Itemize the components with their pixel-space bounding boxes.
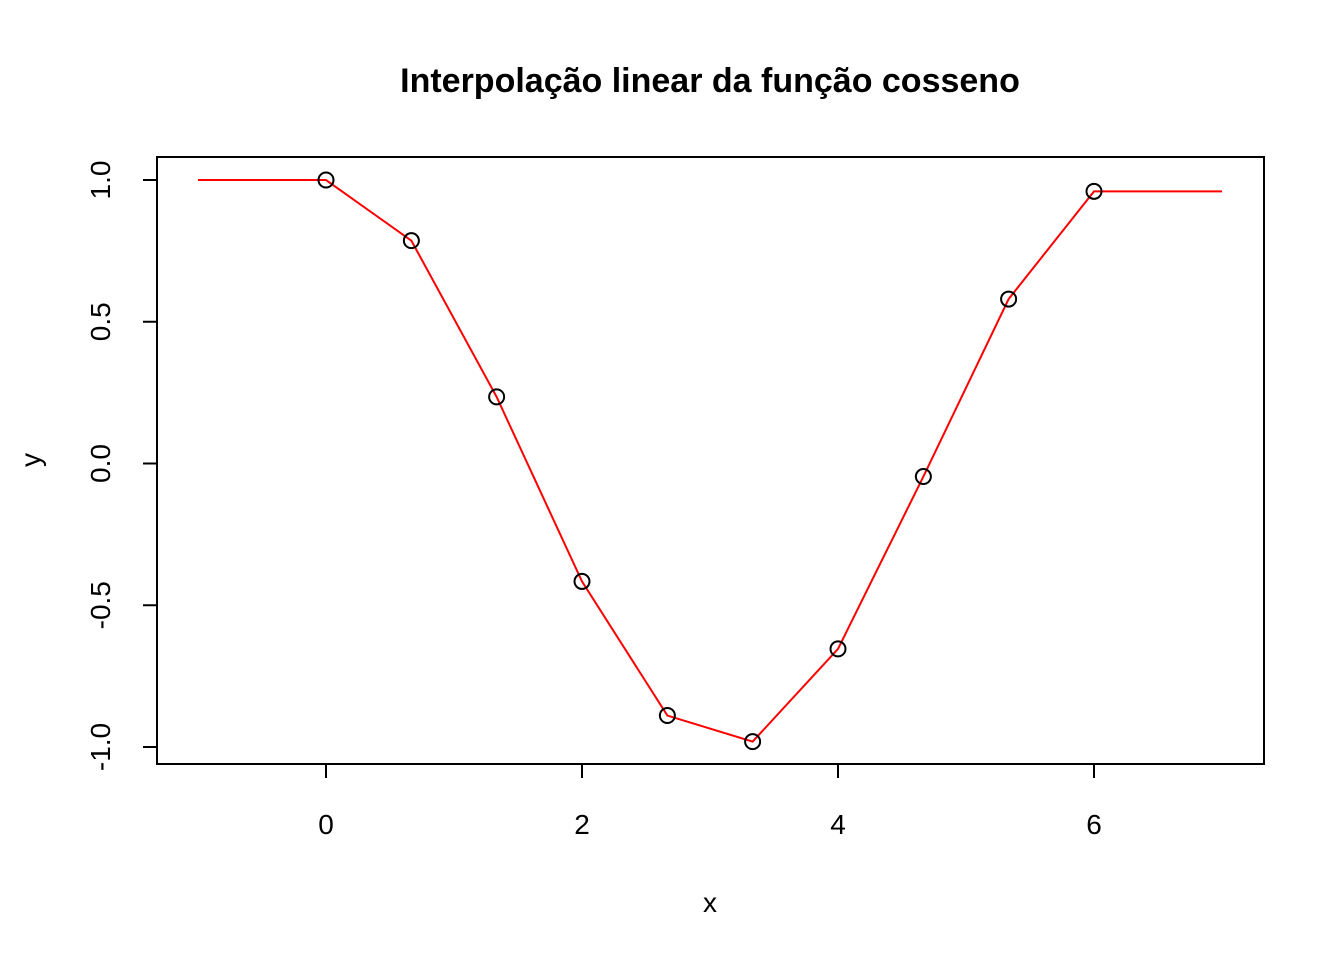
data-point [829, 640, 847, 658]
data-point [744, 733, 762, 751]
y-tick-label: -1.0 [85, 723, 116, 771]
x-tick-label: 4 [830, 809, 846, 840]
x-axis: 0 2 4 6 [318, 764, 1102, 840]
series-points-group [317, 171, 1103, 751]
y-tick-label: 1.0 [85, 161, 116, 200]
chart-title: Interpolação linear da função cosseno [400, 62, 1020, 100]
data-point [1085, 182, 1103, 200]
data-point [488, 388, 506, 406]
x-tick-label: 2 [574, 809, 590, 840]
interpolation-line [198, 179, 1222, 743]
y-tick-label: 0.0 [85, 444, 116, 483]
plot-frame [156, 156, 1265, 765]
data-point [317, 171, 335, 189]
data-point [402, 232, 420, 250]
data-point [1000, 290, 1018, 308]
data-point [658, 707, 676, 725]
y-axis: -1.0 -0.5 0.0 0.5 1.0 [85, 161, 157, 771]
x-tick-label: 0 [318, 809, 334, 840]
y-tick-label: 0.5 [85, 302, 116, 341]
data-point [573, 572, 591, 590]
x-tick-label: 6 [1086, 809, 1102, 840]
x-axis-label: x [703, 887, 717, 918]
series-line-group [198, 179, 1222, 743]
y-tick-label: -0.5 [85, 581, 116, 629]
y-axis-label: y [15, 453, 46, 467]
data-point [914, 468, 932, 486]
